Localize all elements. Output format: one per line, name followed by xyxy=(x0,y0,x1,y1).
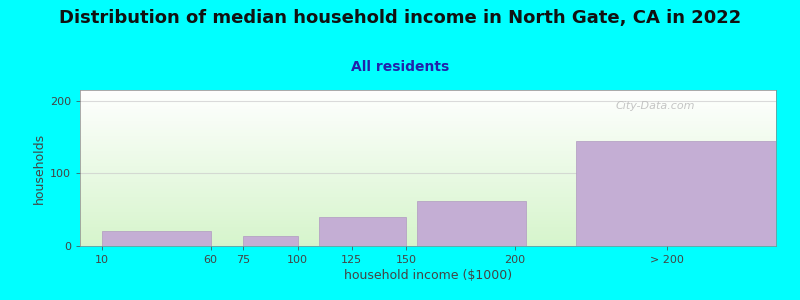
Y-axis label: households: households xyxy=(33,132,46,204)
Bar xyxy=(102,232,210,246)
Text: City-Data.com: City-Data.com xyxy=(616,101,695,111)
Bar xyxy=(319,217,406,246)
X-axis label: household income ($1000): household income ($1000) xyxy=(344,269,512,282)
Bar xyxy=(576,141,776,246)
Bar xyxy=(417,201,526,246)
Bar xyxy=(243,236,298,246)
Text: Distribution of median household income in North Gate, CA in 2022: Distribution of median household income … xyxy=(59,9,741,27)
Text: All residents: All residents xyxy=(351,60,449,74)
